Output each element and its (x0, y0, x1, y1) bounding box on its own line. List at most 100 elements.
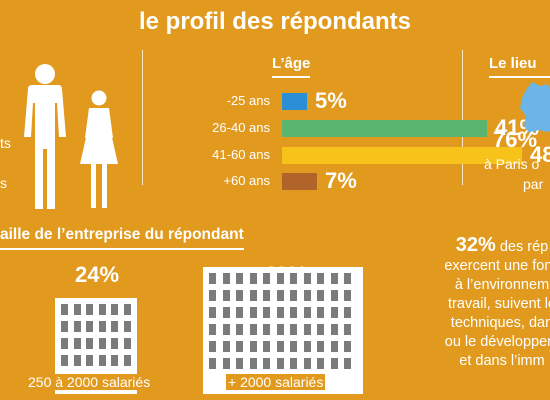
age-heading-underline (272, 76, 311, 78)
building-window (290, 290, 297, 301)
building-window (73, 355, 81, 366)
building-window (263, 341, 270, 352)
building-window (249, 307, 257, 318)
building-window (290, 273, 297, 284)
age-row: 26-40 ans 41% (150, 115, 539, 140)
building-window (209, 341, 216, 352)
building-window (303, 273, 311, 284)
building-window (86, 304, 93, 315)
profession-line-2: exercent une fonc (444, 258, 550, 274)
age-row: 41-60 ans 48% (150, 142, 550, 167)
building-window (290, 358, 297, 369)
building-window (209, 290, 216, 301)
age-label: 41-60 ans (212, 147, 270, 162)
building-window (111, 338, 118, 349)
profession-line-7: et dans l’imm (459, 353, 545, 369)
building-window (98, 355, 106, 366)
gender-section: ts s (0, 45, 140, 220)
building-window (249, 358, 257, 369)
building-window (222, 307, 230, 318)
building-window (344, 307, 351, 318)
building-window (123, 355, 131, 366)
building-window (249, 290, 257, 301)
page-title: le profil des répondants (138, 8, 412, 35)
divider-right (462, 50, 463, 185)
age-pct: 7% (325, 168, 357, 193)
profession-text: 32% des rép exercent une fonc à l’enviro… (402, 234, 550, 371)
building-window (263, 324, 270, 335)
age-bar (282, 173, 317, 190)
age-label: 26-40 ans (212, 120, 270, 135)
building-window (263, 307, 270, 318)
building-window (317, 273, 324, 284)
france-map-icon (520, 82, 550, 134)
building-window (317, 358, 324, 369)
company-heading-text: aille de l’entreprise du répondant (0, 226, 244, 243)
gender-text-fragment-1: ts (0, 135, 11, 151)
age-heading-text: L’âge (272, 55, 311, 72)
building-window (236, 290, 243, 301)
building-window (344, 290, 351, 301)
building-window (222, 341, 230, 352)
building-window (249, 341, 257, 352)
building-window (111, 321, 118, 332)
age-label: -25 ans (226, 93, 270, 108)
building-window (317, 324, 324, 335)
building-window (61, 304, 68, 315)
building-window (73, 304, 81, 315)
profession-line-1: 32% des rép (402, 234, 550, 257)
age-bar (282, 93, 307, 110)
building-window (236, 341, 243, 352)
building-window (222, 358, 230, 369)
building-window (303, 324, 311, 335)
building-window (123, 321, 131, 332)
building-window (263, 273, 270, 284)
building-window (303, 358, 311, 369)
company-heading-underline (0, 248, 244, 250)
building-window (98, 338, 106, 349)
age-pct: 48% (530, 142, 550, 167)
building-window (330, 324, 338, 335)
building-window (222, 324, 230, 335)
building-window (330, 358, 338, 369)
age-bar (282, 120, 487, 137)
building-window (303, 307, 311, 318)
building-window (317, 290, 324, 301)
profession-line-4: travail, suivent le (448, 296, 550, 312)
building-window (111, 304, 118, 315)
building-window (330, 290, 338, 301)
building-window (276, 307, 284, 318)
building-window (209, 324, 216, 335)
building-window (317, 341, 324, 352)
location-heading-underline (489, 76, 550, 78)
building-window (263, 290, 270, 301)
building-window (209, 273, 216, 284)
location-line-1: à Paris o (484, 156, 540, 172)
building-window (222, 273, 230, 284)
profession-pct: 32% (455, 234, 496, 256)
building-icon-large (203, 267, 363, 394)
building-window (330, 307, 338, 318)
age-heading: L’âge (272, 55, 311, 78)
building-window (209, 358, 216, 369)
building-window (98, 304, 106, 315)
building-window (344, 324, 351, 335)
building-window (290, 341, 297, 352)
age-pct: 5% (315, 88, 347, 113)
location-heading: Le lieu (489, 55, 550, 78)
woman-icon (80, 90, 118, 208)
building-window (290, 324, 297, 335)
profession-line-5: techniques, dan (450, 315, 550, 331)
building-window (249, 324, 257, 335)
building-window (86, 321, 93, 332)
divider-left (142, 50, 143, 185)
man-icon (24, 64, 66, 209)
building-window (263, 358, 270, 369)
building-window (249, 273, 257, 284)
building-window (86, 355, 93, 366)
building-window (98, 321, 106, 332)
company-heading: aille de l’entreprise du répondant (0, 226, 244, 250)
building-window (303, 341, 311, 352)
building-window (236, 307, 243, 318)
age-label: +60 ans (223, 173, 270, 188)
